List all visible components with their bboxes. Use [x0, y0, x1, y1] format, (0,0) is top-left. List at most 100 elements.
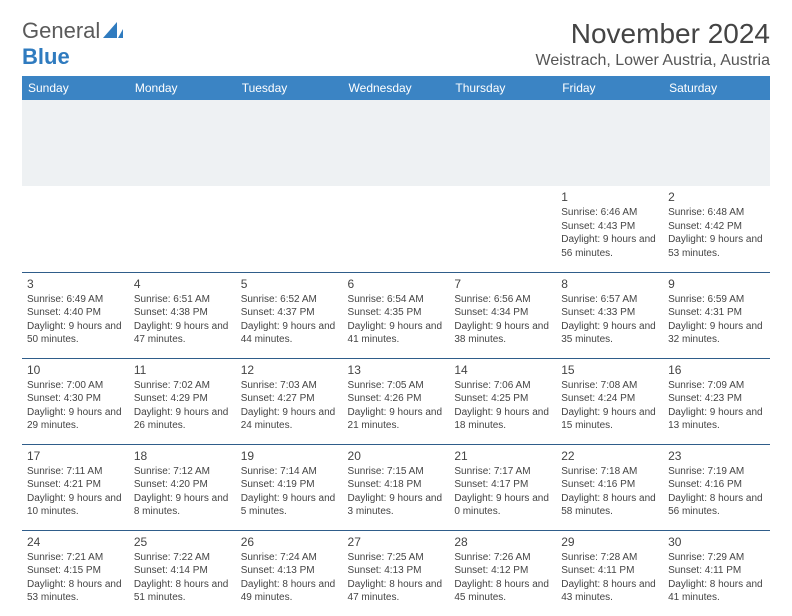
daylight-text: Daylight: 9 hours and 47 minutes.	[134, 320, 231, 347]
sunset-text: Sunset: 4:40 PM	[27, 306, 124, 320]
daylight-text: Daylight: 9 hours and 41 minutes.	[348, 320, 445, 347]
daylight-text: Daylight: 9 hours and 18 minutes.	[454, 406, 551, 433]
logo-text-general: General	[22, 18, 100, 43]
sunrise-text: Sunrise: 6:52 AM	[241, 293, 338, 307]
sunrise-text: Sunrise: 7:15 AM	[348, 465, 445, 479]
calendar-row: 24Sunrise: 7:21 AMSunset: 4:15 PMDayligh…	[22, 530, 770, 616]
day-header: Sunday	[22, 76, 129, 100]
day-header: Thursday	[449, 76, 556, 100]
calendar-cell: 27Sunrise: 7:25 AMSunset: 4:13 PMDayligh…	[343, 530, 450, 616]
sunrise-text: Sunrise: 6:46 AM	[561, 206, 658, 220]
calendar-cell: 10Sunrise: 7:00 AMSunset: 4:30 PMDayligh…	[22, 358, 129, 444]
day-header: Monday	[129, 76, 236, 100]
sunset-text: Sunset: 4:12 PM	[454, 564, 551, 578]
calendar-cell: 11Sunrise: 7:02 AMSunset: 4:29 PMDayligh…	[129, 358, 236, 444]
calendar-cell: 23Sunrise: 7:19 AMSunset: 4:16 PMDayligh…	[663, 444, 770, 530]
sunset-text: Sunset: 4:14 PM	[134, 564, 231, 578]
calendar-cell: 9Sunrise: 6:59 AMSunset: 4:31 PMDaylight…	[663, 272, 770, 358]
sunset-text: Sunset: 4:33 PM	[561, 306, 658, 320]
daylight-text: Daylight: 9 hours and 50 minutes.	[27, 320, 124, 347]
sunrise-text: Sunrise: 7:19 AM	[668, 465, 765, 479]
day-number: 20	[348, 448, 445, 464]
calendar-cell: 17Sunrise: 7:11 AMSunset: 4:21 PMDayligh…	[22, 444, 129, 530]
calendar-cell: 25Sunrise: 7:22 AMSunset: 4:14 PMDayligh…	[129, 530, 236, 616]
daylight-text: Daylight: 8 hours and 56 minutes.	[668, 492, 765, 519]
sunrise-text: Sunrise: 7:22 AM	[134, 551, 231, 565]
calendar-cell: 18Sunrise: 7:12 AMSunset: 4:20 PMDayligh…	[129, 444, 236, 530]
sunset-text: Sunset: 4:16 PM	[668, 478, 765, 492]
sunset-text: Sunset: 4:19 PM	[241, 478, 338, 492]
day-number: 25	[134, 534, 231, 550]
calendar-cell: 8Sunrise: 6:57 AMSunset: 4:33 PMDaylight…	[556, 272, 663, 358]
daylight-text: Daylight: 9 hours and 13 minutes.	[668, 406, 765, 433]
sunrise-text: Sunrise: 7:29 AM	[668, 551, 765, 565]
day-number: 4	[134, 276, 231, 292]
daylight-text: Daylight: 8 hours and 49 minutes.	[241, 578, 338, 605]
sunset-text: Sunset: 4:11 PM	[561, 564, 658, 578]
day-number: 3	[27, 276, 124, 292]
daylight-text: Daylight: 9 hours and 21 minutes.	[348, 406, 445, 433]
sunset-text: Sunset: 4:29 PM	[134, 392, 231, 406]
calendar-cell: 28Sunrise: 7:26 AMSunset: 4:12 PMDayligh…	[449, 530, 556, 616]
logo: General Blue	[22, 18, 123, 70]
sunset-text: Sunset: 4:17 PM	[454, 478, 551, 492]
calendar-cell: 21Sunrise: 7:17 AMSunset: 4:17 PMDayligh…	[449, 444, 556, 530]
sunrise-text: Sunrise: 7:14 AM	[241, 465, 338, 479]
day-header: Wednesday	[343, 76, 450, 100]
month-title: November 2024	[536, 18, 770, 50]
sunset-text: Sunset: 4:34 PM	[454, 306, 551, 320]
sunset-text: Sunset: 4:23 PM	[668, 392, 765, 406]
day-number: 5	[241, 276, 338, 292]
sunrise-text: Sunrise: 7:02 AM	[134, 379, 231, 393]
sunrise-text: Sunrise: 7:28 AM	[561, 551, 658, 565]
day-header: Tuesday	[236, 76, 343, 100]
calendar-cell: 19Sunrise: 7:14 AMSunset: 4:19 PMDayligh…	[236, 444, 343, 530]
sunset-text: Sunset: 4:25 PM	[454, 392, 551, 406]
day-number: 7	[454, 276, 551, 292]
day-number: 21	[454, 448, 551, 464]
calendar-row: 1Sunrise: 6:46 AMSunset: 4:43 PMDaylight…	[22, 186, 770, 272]
sunrise-text: Sunrise: 7:05 AM	[348, 379, 445, 393]
daylight-text: Daylight: 9 hours and 5 minutes.	[241, 492, 338, 519]
calendar-cell: 12Sunrise: 7:03 AMSunset: 4:27 PMDayligh…	[236, 358, 343, 444]
day-number: 13	[348, 362, 445, 378]
daylight-text: Daylight: 9 hours and 8 minutes.	[134, 492, 231, 519]
calendar-row: 17Sunrise: 7:11 AMSunset: 4:21 PMDayligh…	[22, 444, 770, 530]
calendar-cell: 2Sunrise: 6:48 AMSunset: 4:42 PMDaylight…	[663, 186, 770, 272]
calendar-cell: 15Sunrise: 7:08 AMSunset: 4:24 PMDayligh…	[556, 358, 663, 444]
sunrise-text: Sunrise: 7:03 AM	[241, 379, 338, 393]
day-number: 16	[668, 362, 765, 378]
calendar-cell	[449, 186, 556, 272]
calendar-cell: 22Sunrise: 7:18 AMSunset: 4:16 PMDayligh…	[556, 444, 663, 530]
sunset-text: Sunset: 4:37 PM	[241, 306, 338, 320]
day-number: 10	[27, 362, 124, 378]
sunset-text: Sunset: 4:26 PM	[348, 392, 445, 406]
daylight-text: Daylight: 8 hours and 47 minutes.	[348, 578, 445, 605]
calendar-cell: 20Sunrise: 7:15 AMSunset: 4:18 PMDayligh…	[343, 444, 450, 530]
sunrise-text: Sunrise: 7:25 AM	[348, 551, 445, 565]
sunrise-text: Sunrise: 7:26 AM	[454, 551, 551, 565]
calendar-cell: 3Sunrise: 6:49 AMSunset: 4:40 PMDaylight…	[22, 272, 129, 358]
day-number: 30	[668, 534, 765, 550]
sunrise-text: Sunrise: 7:24 AM	[241, 551, 338, 565]
sunset-text: Sunset: 4:13 PM	[241, 564, 338, 578]
daylight-text: Daylight: 8 hours and 51 minutes.	[134, 578, 231, 605]
day-number: 22	[561, 448, 658, 464]
calendar-cell	[343, 186, 450, 272]
daylight-text: Daylight: 8 hours and 43 minutes.	[561, 578, 658, 605]
sunrise-text: Sunrise: 6:49 AM	[27, 293, 124, 307]
sunset-text: Sunset: 4:13 PM	[348, 564, 445, 578]
sunset-text: Sunset: 4:15 PM	[27, 564, 124, 578]
daylight-text: Daylight: 9 hours and 0 minutes.	[454, 492, 551, 519]
calendar-cell: 30Sunrise: 7:29 AMSunset: 4:11 PMDayligh…	[663, 530, 770, 616]
sunset-text: Sunset: 4:24 PM	[561, 392, 658, 406]
sunset-text: Sunset: 4:20 PM	[134, 478, 231, 492]
sunrise-text: Sunrise: 7:21 AM	[27, 551, 124, 565]
sunrise-text: Sunrise: 6:56 AM	[454, 293, 551, 307]
sunrise-text: Sunrise: 6:48 AM	[668, 206, 765, 220]
sunrise-text: Sunrise: 6:57 AM	[561, 293, 658, 307]
sunset-text: Sunset: 4:30 PM	[27, 392, 124, 406]
daylight-text: Daylight: 9 hours and 53 minutes.	[668, 233, 765, 260]
daylight-text: Daylight: 9 hours and 35 minutes.	[561, 320, 658, 347]
day-number: 11	[134, 362, 231, 378]
